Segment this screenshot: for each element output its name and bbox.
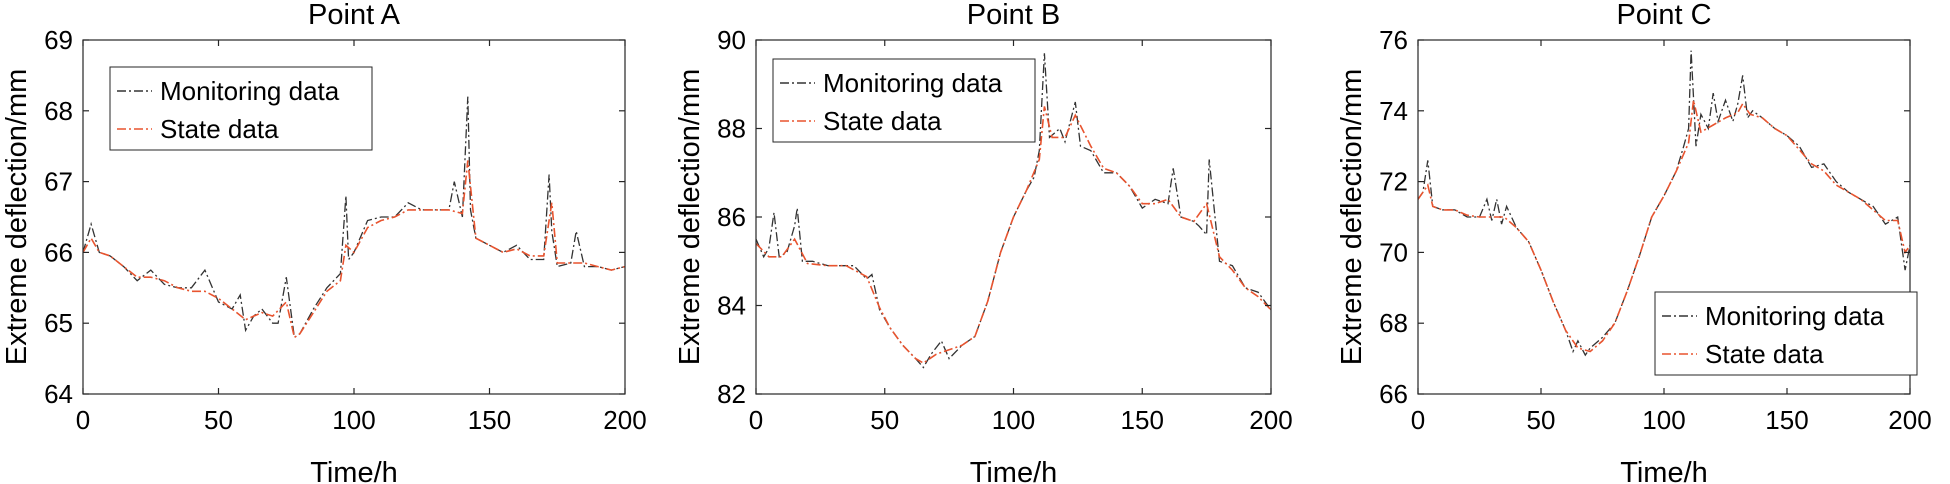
y-tick-label: 84 [717, 291, 746, 321]
x-tick-label: 50 [204, 405, 233, 435]
y-tick-label: 72 [1379, 167, 1408, 197]
legend-label: State data [160, 114, 279, 144]
y-tick-label: 68 [1379, 308, 1408, 338]
y-tick-label: 66 [44, 237, 73, 267]
y-tick-label: 76 [1379, 25, 1408, 55]
x-tick-label: 100 [332, 405, 375, 435]
x-tick-label: 0 [76, 405, 90, 435]
x-tick-label: 100 [1642, 405, 1685, 435]
legend-label: Monitoring data [1705, 301, 1885, 331]
y-tick-label: 69 [44, 25, 73, 55]
y-tick-label: 88 [717, 114, 746, 144]
x-axis-label: Time/h [1620, 457, 1708, 484]
series-line-monitoring [83, 96, 625, 339]
y-axis-label: Extreme deflection/mm [1, 69, 33, 366]
chart-legend: Monitoring data State data [772, 58, 1036, 143]
chart-panel-2: Point B 0 50 100 150 200 82 84 86 88 90 Time/h Extre… [674, 0, 1293, 484]
chart-legend: Monitoring data State data [109, 66, 373, 151]
x-tick-label: 150 [1121, 405, 1164, 435]
x-axis-label: Time/h [310, 457, 398, 484]
y-tick-label: 68 [44, 96, 73, 126]
series-line-state [83, 160, 625, 339]
legend-box [772, 58, 1036, 143]
legend-box [1654, 291, 1918, 376]
y-tick-label: 82 [717, 379, 746, 409]
series-line-state [756, 106, 1271, 364]
x-tick-label: 200 [1888, 405, 1931, 435]
chart-title: Point C [1616, 0, 1711, 31]
legend-label: State data [1705, 339, 1824, 369]
x-tick-label: 0 [749, 405, 763, 435]
legend-label: Monitoring data [823, 68, 1003, 98]
series-line-state [1418, 100, 1910, 353]
x-tick-label: 200 [1249, 405, 1292, 435]
y-tick-label: 64 [44, 379, 73, 409]
y-tick-label: 67 [44, 167, 73, 197]
chart-title: Point A [308, 0, 401, 31]
y-tick-label: 66 [1379, 379, 1408, 409]
chart-title: Point B [967, 0, 1061, 31]
x-tick-label: 0 [1411, 405, 1425, 435]
y-tick-label: 86 [717, 202, 746, 232]
x-axis-label: Time/h [970, 457, 1058, 484]
chart-panel-3: Point C 0 50 100 150 200 66 68 70 72 74 76 Time/h Ext… [1336, 0, 1932, 484]
x-tick-label: 100 [992, 405, 1035, 435]
x-tick-label: 50 [870, 405, 899, 435]
y-axis-label: Extreme deflection/mm [674, 69, 706, 366]
x-tick-label: 150 [1765, 405, 1808, 435]
y-tick-label: 74 [1379, 96, 1408, 126]
legend-label: State data [823, 106, 942, 136]
y-tick-label: 90 [717, 25, 746, 55]
legend-label: Monitoring data [160, 76, 340, 106]
x-tick-label: 150 [468, 405, 511, 435]
chart-panel-1: Point A 0 50 100 150 200 64 65 66 67 68 69 Time/h Ext… [1, 0, 647, 484]
y-axis-label: Extreme deflection/mm [1336, 69, 1368, 366]
x-tick-label: 200 [603, 405, 646, 435]
y-tick-label: 65 [44, 308, 73, 338]
legend-box [109, 66, 373, 151]
x-tick-label: 50 [1527, 405, 1556, 435]
y-tick-label: 70 [1379, 237, 1408, 267]
chart-legend: Monitoring data State data [1654, 291, 1918, 376]
